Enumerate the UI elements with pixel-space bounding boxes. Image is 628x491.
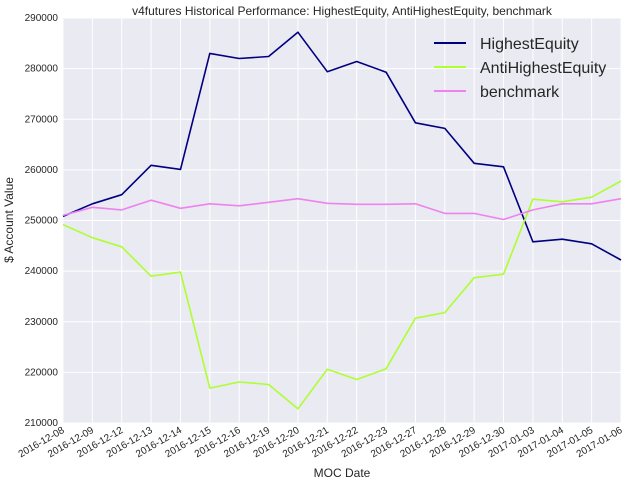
y-tick-label: 290000 bbox=[25, 13, 59, 24]
legend-label: HighestEquity bbox=[480, 36, 579, 53]
y-tick-label: 220000 bbox=[25, 367, 59, 378]
y-tick-label: 250000 bbox=[25, 216, 59, 227]
y-tick-label: 260000 bbox=[25, 165, 59, 176]
grid bbox=[62, 17, 622, 424]
y-tick-labels: 210000 220000 230000 240000 250000 260000 2700… bbox=[25, 13, 59, 429]
y-tick-label: 240000 bbox=[25, 266, 59, 277]
series-lines bbox=[62, 31, 622, 410]
legend-label: AntiHighestEquity bbox=[480, 60, 606, 77]
legend-label: benchmark bbox=[480, 84, 560, 101]
chart-title: v4futures Historical Performance: Highes… bbox=[132, 4, 553, 18]
x-tick-labels: 2016-12-082016-12-092016-12-122016-12-13… bbox=[17, 425, 625, 460]
y-tick-label: 270000 bbox=[25, 114, 59, 125]
y-axis-label: $ Account Value bbox=[2, 177, 16, 263]
legend: HighestEquity AntiHighestEquity benchmark bbox=[434, 36, 606, 101]
y-tick-label: 230000 bbox=[25, 317, 59, 328]
series-line-benchmark bbox=[62, 197, 622, 221]
y-tick-label: 210000 bbox=[25, 418, 59, 429]
y-tick-label: 280000 bbox=[25, 64, 59, 75]
series-line-highestequity bbox=[62, 31, 622, 261]
x-axis-label: MOC Date bbox=[314, 466, 371, 480]
